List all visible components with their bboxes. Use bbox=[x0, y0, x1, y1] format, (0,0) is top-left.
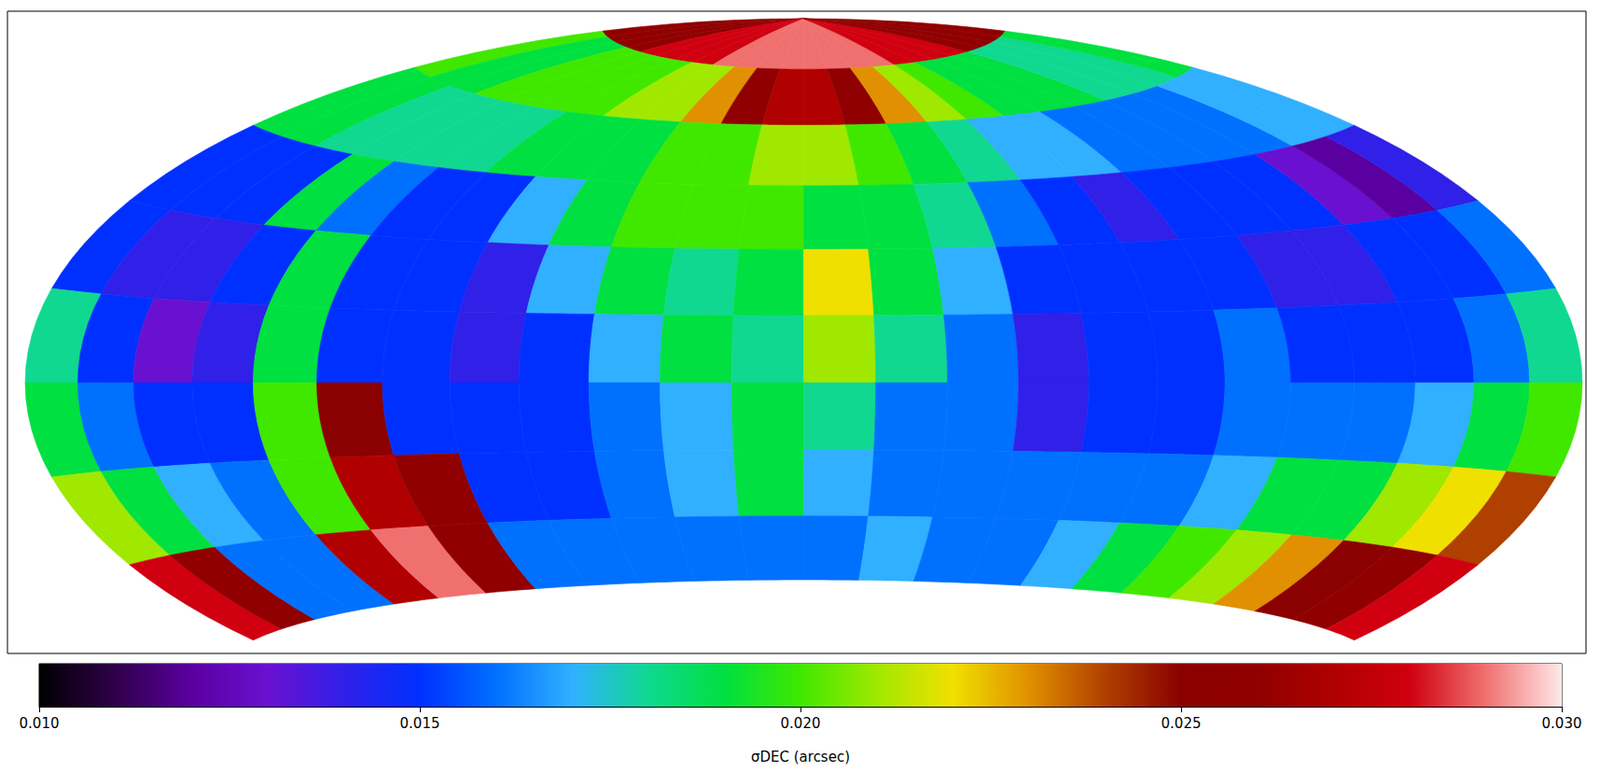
svg-text:σDEC (arcsec): σDEC (arcsec) bbox=[751, 748, 850, 766]
svg-text:0.025: 0.025 bbox=[1161, 714, 1202, 732]
svg-text:0.010: 0.010 bbox=[19, 714, 60, 732]
svg-text:0.020: 0.020 bbox=[780, 714, 821, 732]
svg-text:0.030: 0.030 bbox=[1542, 714, 1583, 732]
svg-text:0.015: 0.015 bbox=[400, 714, 441, 732]
